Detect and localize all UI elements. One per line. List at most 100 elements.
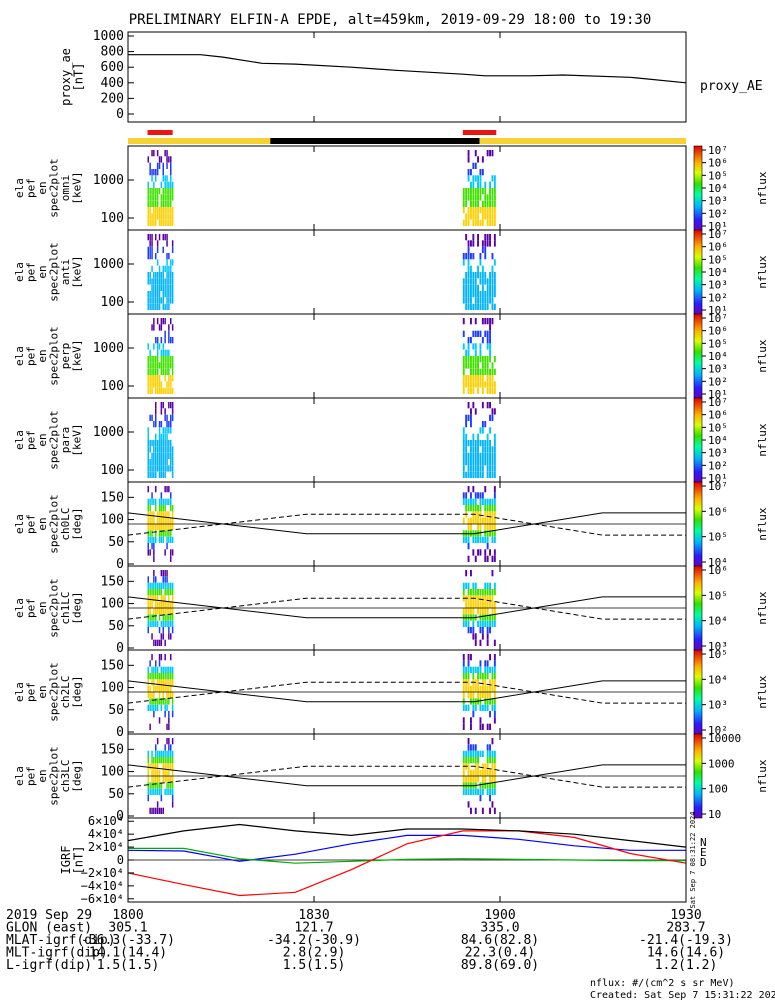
spectrogram-cell bbox=[481, 303, 484, 310]
spectrogram-cell bbox=[171, 627, 174, 634]
spectrogram-cell bbox=[484, 620, 487, 627]
spectrogram-cell bbox=[486, 297, 489, 304]
spectrogram-cell bbox=[489, 744, 491, 751]
spectrogram-cell bbox=[168, 627, 170, 634]
spectrogram-cell bbox=[156, 757, 159, 764]
spectrogram-cell bbox=[467, 465, 470, 472]
spectrogram-cell bbox=[147, 608, 149, 615]
spectrogram-cell bbox=[170, 194, 172, 201]
spectrogram-cell bbox=[493, 181, 496, 188]
spectrogram-cell bbox=[156, 782, 159, 789]
spectrogram-cell bbox=[474, 219, 477, 226]
spectrogram-cell bbox=[155, 498, 157, 505]
spectrogram-cell bbox=[171, 757, 174, 764]
spectrogram-cell bbox=[160, 207, 163, 214]
spectrogram-cell bbox=[484, 440, 487, 447]
spectrogram-cell bbox=[493, 259, 496, 266]
spectrogram-cell bbox=[479, 471, 482, 478]
y-axis-label-line: pef bbox=[25, 766, 38, 786]
spectrogram-cell bbox=[489, 654, 491, 661]
spectrogram-cell bbox=[149, 788, 151, 795]
spectrogram-cell bbox=[470, 169, 472, 176]
spectrogram-cell bbox=[164, 582, 166, 589]
spectrogram-cell bbox=[170, 452, 172, 459]
spectrogram-cell bbox=[168, 511, 170, 518]
spectrogram-cell bbox=[481, 368, 484, 375]
spectrogram-cell bbox=[462, 723, 465, 730]
spectrogram-cell bbox=[168, 421, 170, 428]
spectrogram-cell bbox=[149, 387, 151, 394]
spectrogram-cell bbox=[470, 272, 472, 279]
spectrogram-cell bbox=[160, 459, 163, 466]
spectrogram-cell bbox=[166, 465, 168, 472]
spectrogram-cell bbox=[171, 704, 174, 711]
spectrogram-cell bbox=[170, 654, 172, 661]
spectrogram-cell bbox=[493, 356, 496, 363]
colorbar-tick-label: 10⁷ bbox=[708, 228, 728, 241]
spectrogram-cell bbox=[149, 297, 151, 304]
spectrogram-cell bbox=[171, 459, 174, 466]
spectrogram-cell bbox=[484, 278, 487, 285]
spectrogram-cell bbox=[160, 608, 163, 615]
x-annotation-value: 1.5(1.5) bbox=[97, 958, 160, 973]
spectrogram-cell bbox=[166, 601, 168, 608]
spectrogram-cell bbox=[491, 517, 494, 524]
spectrogram-cell bbox=[147, 530, 149, 537]
spectrogram-cell bbox=[462, 330, 465, 337]
spectrogram-cell bbox=[467, 278, 470, 285]
y-axis-label-line: ch2LC bbox=[59, 675, 72, 708]
spectrogram-cell bbox=[151, 633, 153, 640]
spectrogram-cell bbox=[156, 303, 159, 310]
spectrogram-cell bbox=[467, 543, 470, 550]
figure-title: PRELIMINARY ELFIN-A EPDE, alt=459km, 201… bbox=[129, 12, 652, 28]
spectrogram-cell bbox=[147, 704, 149, 711]
spectrogram-cell bbox=[484, 181, 487, 188]
spectrogram-cell bbox=[156, 194, 159, 201]
y-tick-label: 1000 bbox=[93, 425, 124, 440]
spectrogram-cell bbox=[170, 524, 172, 531]
spectrogram-cell bbox=[477, 265, 479, 272]
spectrogram-cell bbox=[171, 219, 174, 226]
spectrogram-cell bbox=[491, 213, 494, 220]
spectrogram-cell bbox=[484, 303, 487, 310]
spectrogram-cell bbox=[481, 446, 484, 453]
colorbar-tick-label: 10⁶ bbox=[708, 241, 728, 254]
spectrogram-cell bbox=[170, 492, 172, 499]
spectrogram-cell bbox=[462, 194, 465, 201]
spectrogram-cell bbox=[160, 666, 163, 673]
spectrogram-cell bbox=[153, 757, 155, 764]
spectrogram-cell bbox=[493, 505, 496, 512]
spectrogram-cell bbox=[467, 169, 470, 176]
spectrogram-cell bbox=[491, 505, 494, 512]
y-tick-label: 100 bbox=[101, 211, 124, 226]
spectrogram-cell bbox=[462, 368, 465, 375]
spectrogram-cell bbox=[470, 744, 472, 751]
spectrogram-cell bbox=[467, 776, 470, 783]
spectrogram-cell bbox=[147, 763, 149, 770]
spectrogram-cell bbox=[166, 511, 168, 518]
anti-loss-cone-line bbox=[127, 597, 686, 620]
spectrogram-cell bbox=[491, 446, 494, 453]
spectrogram-cell bbox=[491, 375, 494, 382]
spectrogram-cell bbox=[491, 589, 494, 596]
spectrogram-cell bbox=[470, 757, 472, 764]
spectrogram-cell bbox=[465, 278, 468, 285]
spectrogram-cell bbox=[481, 673, 484, 680]
x-annotation-value: 335.0 bbox=[480, 921, 519, 936]
spectrogram-cell bbox=[465, 536, 468, 543]
colorbar-label: nflux bbox=[756, 339, 769, 372]
spectrogram-cell bbox=[481, 459, 484, 466]
spectrogram-cell bbox=[171, 769, 174, 776]
spectrogram-cell bbox=[158, 517, 161, 524]
spectrogram-cell bbox=[153, 169, 155, 176]
spectrogram-cell bbox=[147, 200, 149, 207]
spectrogram-cell bbox=[153, 459, 155, 466]
spectrogram-cell bbox=[168, 284, 170, 291]
colorbar-label-group: nflux bbox=[756, 759, 769, 792]
spectrogram-cell bbox=[474, 633, 477, 640]
spectrogram-cell bbox=[166, 757, 168, 764]
spectrogram-cell bbox=[489, 343, 491, 350]
spectrogram-cell bbox=[164, 459, 166, 466]
spectrogram-cell bbox=[149, 498, 151, 505]
